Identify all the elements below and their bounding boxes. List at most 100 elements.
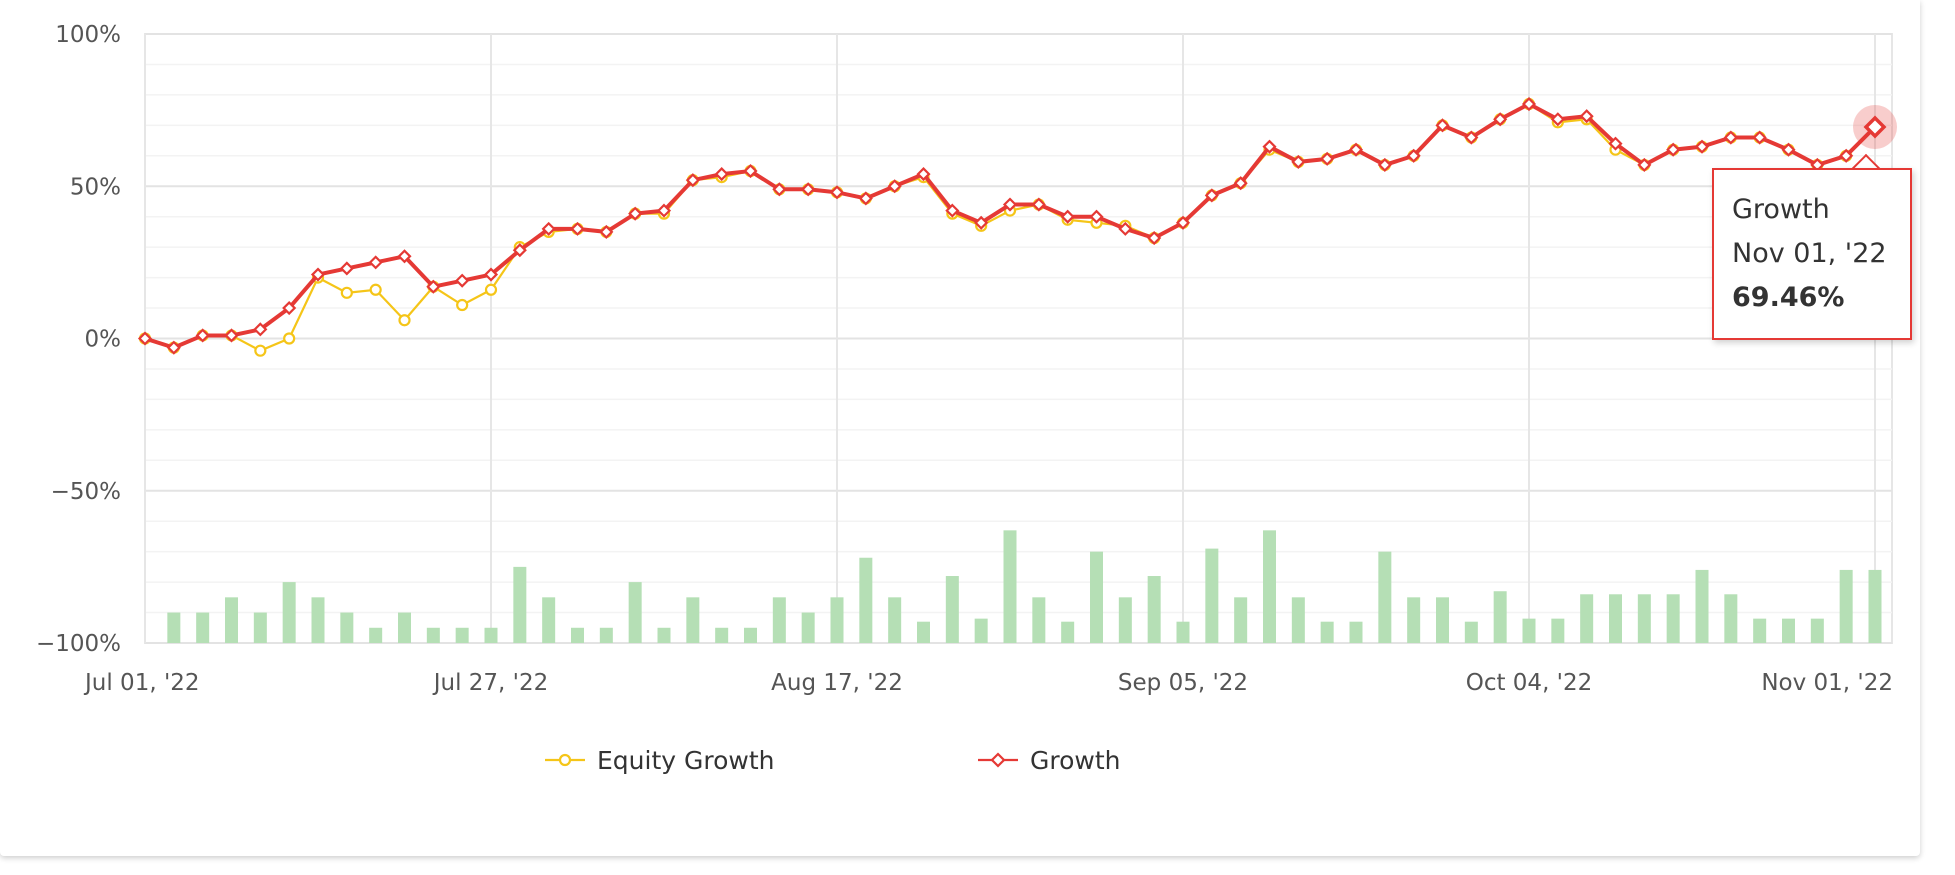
growth-point bbox=[1723, 130, 1738, 145]
volume-bar bbox=[945, 576, 959, 643]
growth-point bbox=[974, 215, 989, 230]
volume-bar bbox=[1695, 569, 1709, 643]
growth-point bbox=[253, 322, 268, 337]
growth-point bbox=[1666, 142, 1681, 157]
volume-bar bbox=[686, 597, 700, 643]
volume-bar bbox=[1378, 551, 1392, 643]
volume-bar bbox=[1234, 597, 1248, 643]
equity-growth-point bbox=[484, 283, 498, 296]
equity-growth-point bbox=[340, 286, 353, 299]
growth-point bbox=[282, 300, 297, 316]
growth-point bbox=[310, 267, 326, 282]
growth-point bbox=[224, 328, 239, 343]
growth-point bbox=[714, 167, 729, 182]
volume-bar bbox=[369, 627, 383, 643]
volume-bar bbox=[1464, 621, 1478, 643]
growth-point bbox=[195, 328, 210, 343]
growth-point bbox=[1493, 112, 1508, 127]
growth-point bbox=[1233, 176, 1248, 191]
volume-bar bbox=[1205, 548, 1219, 643]
growth-point bbox=[1291, 154, 1306, 169]
x-tick-label: Oct 04, '22 bbox=[1466, 670, 1593, 696]
volume-bar bbox=[484, 627, 498, 643]
volume-bar bbox=[1436, 597, 1449, 643]
volume-bar bbox=[859, 557, 873, 643]
growth-point bbox=[599, 224, 614, 239]
volume-bar bbox=[599, 627, 613, 643]
volume-bar bbox=[1118, 597, 1132, 643]
x-tick-label: Nov 01, '22 bbox=[1761, 670, 1893, 696]
growth-point bbox=[1175, 215, 1191, 230]
volume-bar bbox=[830, 597, 844, 643]
growth-point bbox=[541, 221, 556, 236]
growth-point bbox=[1262, 139, 1277, 154]
growth-point bbox=[887, 179, 902, 194]
volume-bar bbox=[1032, 597, 1046, 643]
growth-point bbox=[397, 249, 412, 264]
growth-point bbox=[1031, 197, 1046, 212]
volume-bar bbox=[772, 597, 786, 643]
x-tick-label: Aug 17, '22 bbox=[771, 670, 903, 696]
volume-bar bbox=[542, 597, 556, 643]
volume-bar bbox=[225, 597, 238, 643]
legend-equity-label: Equity Growth bbox=[597, 746, 775, 775]
growth-point bbox=[166, 340, 181, 355]
x-tick-label: Sep 05, '22 bbox=[1118, 670, 1248, 696]
growth-point bbox=[801, 182, 816, 197]
growth-point bbox=[1694, 139, 1710, 154]
volume-bar bbox=[1637, 594, 1651, 643]
growth-point bbox=[1089, 209, 1104, 224]
legend-equity-marker bbox=[558, 753, 572, 767]
volume-bar bbox=[1753, 618, 1767, 643]
legend-growth-label: Growth bbox=[1030, 746, 1121, 775]
chart-card bbox=[0, 0, 1920, 856]
legend-growth-marker bbox=[990, 752, 1006, 768]
growth-point bbox=[1637, 157, 1652, 172]
volume-bar bbox=[398, 612, 411, 643]
chart-tooltip: Growth Nov 01, '22 69.46% bbox=[1712, 168, 1912, 340]
growth-point bbox=[628, 206, 643, 221]
volume-bar bbox=[1580, 594, 1594, 643]
growth-point bbox=[685, 173, 700, 188]
growth-point bbox=[483, 267, 499, 282]
growth-point bbox=[1406, 148, 1421, 163]
growth-point bbox=[1579, 109, 1594, 124]
growth-point bbox=[1781, 142, 1796, 157]
volume-bar bbox=[1147, 576, 1161, 643]
growth-point bbox=[945, 203, 960, 218]
equity-growth-point bbox=[369, 283, 382, 296]
equity-growth-point bbox=[456, 298, 469, 312]
growth-point bbox=[1839, 148, 1854, 163]
equity-growth-point bbox=[398, 314, 411, 327]
volume-bar bbox=[917, 621, 930, 643]
x-tick-label: Jul 27, '22 bbox=[432, 670, 549, 696]
growth-point bbox=[368, 255, 383, 270]
volume-bar bbox=[1609, 594, 1622, 643]
volume-bar bbox=[801, 612, 815, 643]
equity-growth-point bbox=[254, 344, 267, 357]
volume-bar bbox=[1003, 530, 1017, 643]
volume-bar bbox=[1061, 621, 1075, 643]
volume-bar bbox=[253, 612, 267, 643]
growth-point bbox=[1435, 118, 1450, 133]
volume-bar bbox=[455, 627, 469, 643]
tooltip-value: 69.46% bbox=[1732, 282, 1845, 313]
growth-point bbox=[1002, 197, 1018, 212]
volume-bar bbox=[1263, 530, 1276, 643]
y-tick-label: −50% bbox=[51, 479, 121, 505]
volume-bar bbox=[426, 627, 440, 643]
growth-point bbox=[1060, 209, 1075, 224]
growth-point bbox=[137, 331, 153, 346]
tooltip-series-name: Growth bbox=[1732, 194, 1830, 225]
volume-bar bbox=[1407, 597, 1421, 643]
volume-bar bbox=[513, 566, 527, 643]
growth-point bbox=[426, 279, 441, 294]
growth-point bbox=[1464, 130, 1479, 145]
growth-point bbox=[1348, 142, 1364, 157]
growth-point bbox=[916, 167, 931, 182]
volume-bar bbox=[715, 627, 729, 643]
volume-bar bbox=[1551, 618, 1565, 643]
growth-point bbox=[1147, 230, 1162, 246]
y-tick-label: 50% bbox=[70, 174, 121, 200]
